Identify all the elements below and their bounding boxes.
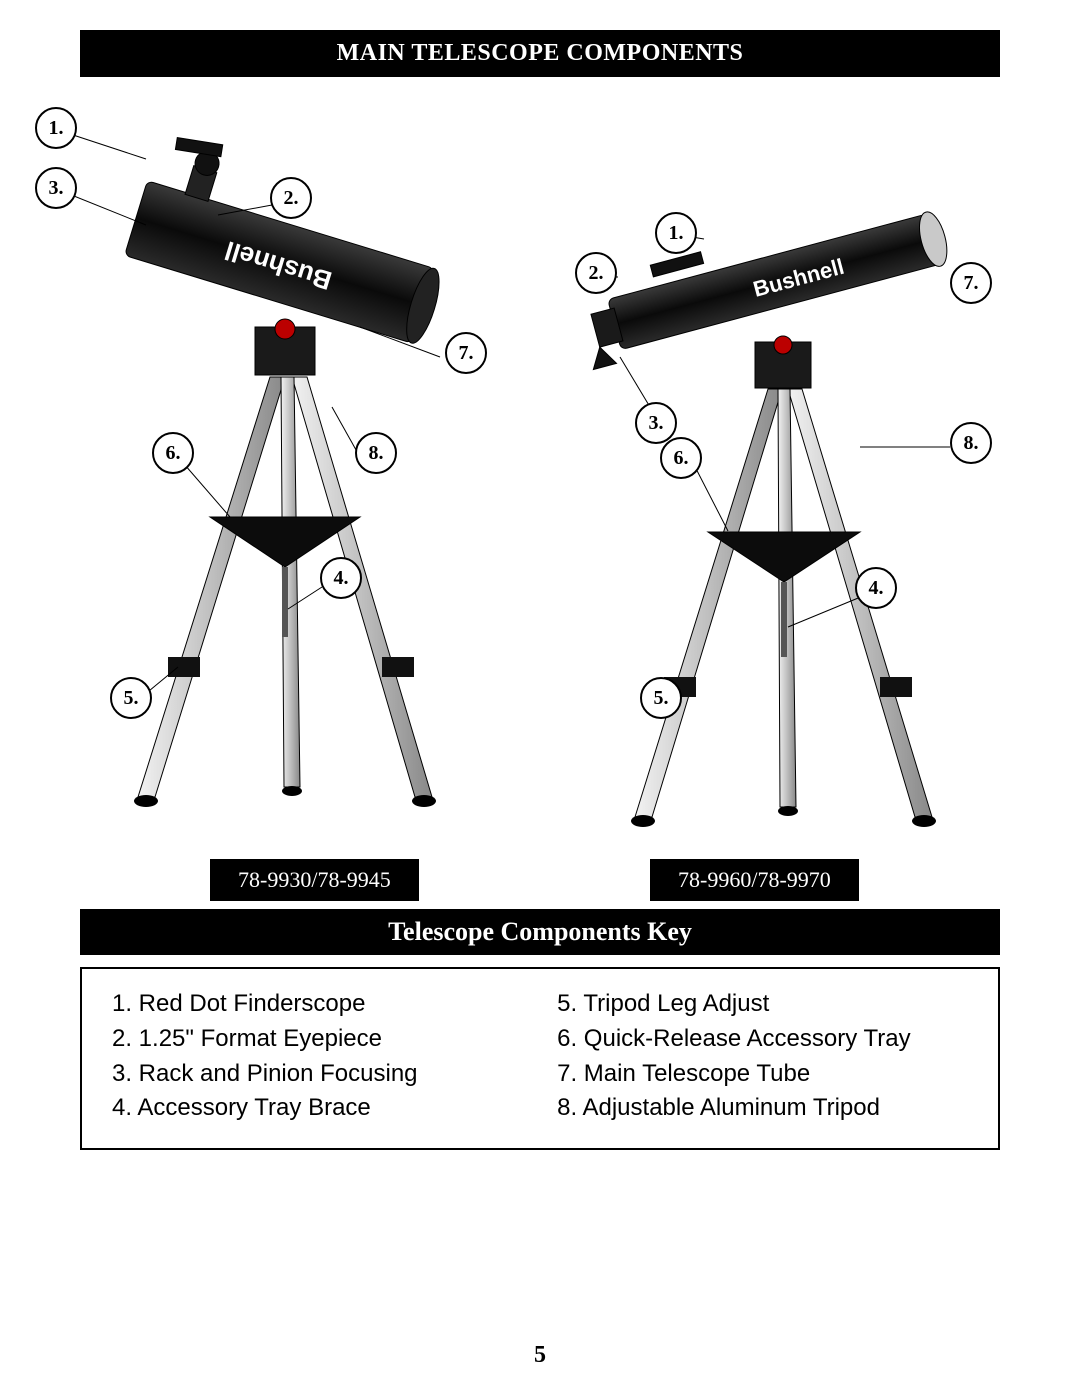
- callout-left-7: 7.: [445, 332, 487, 374]
- model-label-right: 78-9960/78-9970: [650, 859, 859, 901]
- key-item: 6. Quick-Release Accessory Tray: [557, 1022, 968, 1057]
- key-item: 1. Red Dot Finderscope: [112, 987, 523, 1022]
- key-item: 5. Tripod Leg Adjust: [557, 987, 968, 1022]
- key-column-2: 5. Tripod Leg Adjust 6. Quick-Release Ac…: [557, 987, 968, 1126]
- callout-left-6: 6.: [152, 432, 194, 474]
- key-item: 7. Main Telescope Tube: [557, 1057, 968, 1092]
- callout-left-8: 8.: [355, 432, 397, 474]
- key-item: 8. Adjustable Aluminum Tripod: [557, 1091, 968, 1126]
- callout-left-1: 1.: [35, 107, 77, 149]
- page-title: MAIN TELESCOPE COMPONENTS: [80, 30, 1000, 77]
- diagram-area: Bushnell: [80, 77, 1000, 857]
- telescope-right-illustration: Bushnell: [540, 117, 1000, 857]
- callout-right-3: 3.: [635, 402, 677, 444]
- callout-right-4: 4.: [855, 567, 897, 609]
- callout-right-5: 5.: [640, 677, 682, 719]
- callout-right-1: 1.: [655, 212, 697, 254]
- page-number: 5: [0, 1342, 1080, 1369]
- callout-right-8: 8.: [950, 422, 992, 464]
- callout-right-7: 7.: [950, 262, 992, 304]
- callout-right-2: 2.: [575, 252, 617, 294]
- key-item: 3. Rack and Pinion Focusing: [112, 1057, 523, 1092]
- key-item: 4. Accessory Tray Brace: [112, 1091, 523, 1126]
- callout-left-2: 2.: [270, 177, 312, 219]
- key-title: Telescope Components Key: [80, 909, 1000, 955]
- key-item: 2. 1.25" Format Eyepiece: [112, 1022, 523, 1057]
- callout-left-5: 5.: [110, 677, 152, 719]
- components-key-box: 1. Red Dot Finderscope 2. 1.25" Format E…: [80, 967, 1000, 1150]
- callout-right-6: 6.: [660, 437, 702, 479]
- key-column-1: 1. Red Dot Finderscope 2. 1.25" Format E…: [112, 987, 523, 1126]
- callout-left-3: 3.: [35, 167, 77, 209]
- model-label-left: 78-9930/78-9945: [210, 859, 419, 901]
- callout-left-4: 4.: [320, 557, 362, 599]
